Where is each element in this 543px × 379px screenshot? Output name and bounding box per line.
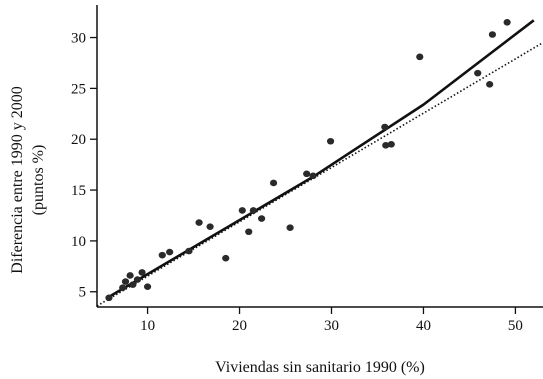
fit-line-solid xyxy=(110,19,535,297)
data-point xyxy=(138,269,146,276)
fit-line-dotted xyxy=(96,41,543,307)
y-tick-label: 15 xyxy=(71,183,86,199)
data-point xyxy=(249,207,257,214)
data-point xyxy=(416,53,424,61)
x-tick-label: 40 xyxy=(416,318,431,334)
data-point xyxy=(105,294,113,302)
y-tick-label: 30 xyxy=(71,31,86,47)
data-point xyxy=(222,254,230,262)
axes xyxy=(96,5,543,308)
data-points xyxy=(105,18,511,302)
y-axis-title-line2: (puntos %) xyxy=(30,145,47,216)
x-tick-label: 30 xyxy=(324,318,339,334)
data-point xyxy=(119,284,127,291)
axis-ticks: 10 20 30 40 50 5 10 15 20 25 30 xyxy=(71,31,523,334)
x-axis-title: Viviendas sin sanitario 1990 (%) xyxy=(215,359,425,376)
y-tick-label: 25 xyxy=(71,81,86,97)
data-point xyxy=(206,223,214,230)
data-point xyxy=(238,207,246,214)
data-point xyxy=(129,281,137,288)
x-tick-label: 50 xyxy=(508,318,523,334)
data-point xyxy=(121,278,130,285)
data-point xyxy=(166,248,174,256)
data-point xyxy=(158,251,166,259)
data-point xyxy=(303,170,311,178)
y-tick-label: 5 xyxy=(79,285,87,301)
data-point xyxy=(286,224,294,231)
y-axis-title-line1: Diferencia entre 1990 y 2000 xyxy=(9,86,26,273)
y-tick-label: 10 xyxy=(71,234,86,250)
data-point xyxy=(488,31,497,38)
data-point xyxy=(326,137,335,145)
data-point xyxy=(126,272,134,279)
fit-lines xyxy=(96,19,543,307)
data-point xyxy=(258,215,266,222)
y-tick-label: 20 xyxy=(71,132,86,148)
data-point xyxy=(143,283,152,290)
data-point xyxy=(245,228,253,236)
data-point xyxy=(185,247,193,255)
data-point xyxy=(381,123,389,131)
x-tick-label: 10 xyxy=(140,318,155,334)
data-point xyxy=(382,142,390,149)
data-point xyxy=(195,219,203,226)
data-point xyxy=(269,179,278,187)
data-point xyxy=(309,172,317,180)
data-point xyxy=(133,276,142,283)
x-tick-label: 20 xyxy=(232,318,247,334)
data-point xyxy=(474,69,482,77)
data-point xyxy=(503,18,511,26)
data-point xyxy=(486,81,494,88)
data-point xyxy=(387,141,395,148)
